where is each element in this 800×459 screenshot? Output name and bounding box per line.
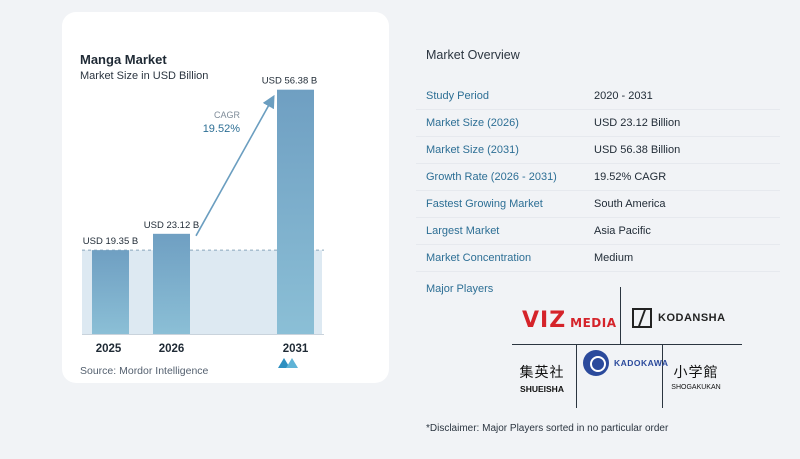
kadokawa-logo: KADOKAWA [583,350,669,376]
viz-logo-sub: MEDIA [570,316,617,330]
overview-row-label: Fastest Growing Market [426,198,543,210]
kodansha-logo: KODANSHA [632,308,726,328]
mordor-logo-icon [286,358,298,368]
kadokawa-phoenix-icon [583,350,609,376]
overview-row: Market Size (2026) USD 23.12 Billion [416,110,780,137]
overview-row-value: 19.52% CAGR [594,171,667,183]
overview-row-value: USD 56.38 Billion [594,144,681,156]
overview-row-value: 2020 - 2031 [594,90,653,102]
x-tick-label: 2025 [96,343,122,355]
bar-data-label: USD 19.35 B [83,236,138,247]
overview-title: Market Overview [426,48,520,62]
overview-table: Study Period 2020 - 2031 Market Size (2026… [416,83,780,272]
overview-row-value: Medium [594,252,634,264]
overview-row-label: Study Period [426,90,489,102]
bar-data-label: USD 23.12 B [144,220,199,231]
cagr-arrow [195,94,275,237]
players-title: Major Players [426,283,494,295]
overview-row-label: Largest Market [426,225,500,237]
overview-row: Fastest Growing Market South America [416,191,780,218]
cagr-label: CAGR [214,110,241,120]
kadokawa-logo-word: KADOKAWA [614,358,669,368]
bar [92,250,129,334]
bar-chart: USD 19.35 B 2025 USD 23.12 B 2026 USD 56.38 … [82,76,324,368]
logo-divider [620,287,621,344]
x-tick-label: 2031 [283,343,309,355]
bar [277,89,314,334]
overview-row-value: Asia Pacific [594,225,651,237]
overview-row-label: Market Size (2026) [426,117,519,129]
logo-divider [576,344,577,408]
shogakukan-logo-romaji: SHOGAKUKAN [671,384,721,391]
overview-row-value: South America [594,198,666,210]
overview-row: Growth Rate (2026 - 2031) 19.52% CAGR [416,164,780,191]
shueisha-logo-romaji: SHUEISHA [520,384,564,394]
overview-row: Market Concentration Medium [416,245,780,272]
viz-logo-word: VIZ [522,308,567,333]
overview-row: Study Period 2020 - 2031 [416,83,780,110]
chart-card: Manga Market Market Size in USD Billion … [62,12,389,383]
overview-row-label: Market Concentration [426,252,532,264]
disclaimer: *Disclaimer: Major Players sorted in no … [426,423,669,434]
x-tick-label: 2026 [159,343,185,355]
chart-subtitle: Market Size in USD Billion [80,70,209,82]
kodansha-mark-icon [632,308,652,328]
cagr-value: 19.52% [203,123,241,135]
chart-title: Manga Market [80,52,167,67]
logo-divider [512,344,742,345]
shogakukan-logo: 小学館 SHOGAKUKAN [668,362,724,391]
mordor-logo-icon [278,358,290,368]
viz-media-logo: VIZ MEDIA [522,308,617,333]
chart-source: Source: Mordor Intelligence [80,365,209,377]
logo-divider [662,344,663,408]
bar-data-label: USD 56.38 B [262,76,317,87]
overview-row-label: Growth Rate (2026 - 2031) [426,171,557,183]
kodansha-logo-word: KODANSHA [658,312,726,324]
shogakukan-logo-jp: 小学館 [673,365,719,381]
shueisha-logo-jp: 集英社 [519,365,565,381]
shueisha-logo: 集英社 SHUEISHA [514,362,570,394]
overview-row-label: Market Size (2031) [426,144,519,156]
overview-row: Largest Market Asia Pacific [416,218,780,245]
overview-row: Market Size (2031) USD 56.38 Billion [416,137,780,164]
overview-row-value: USD 23.12 Billion [594,117,681,129]
bar [153,233,190,334]
